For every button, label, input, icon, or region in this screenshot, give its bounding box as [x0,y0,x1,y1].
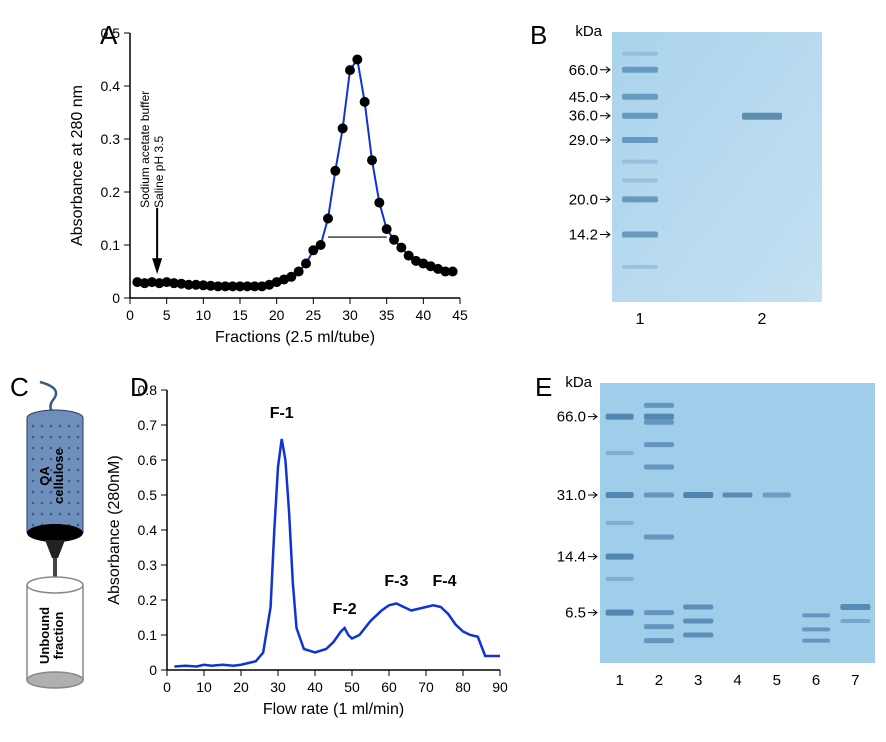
svg-text:80: 80 [455,679,471,695]
svg-text:kDa: kDa [575,23,602,40]
svg-text:Sodium acetate buffer: Sodium acetate buffer [138,91,152,208]
svg-text:1: 1 [636,311,645,328]
svg-text:0: 0 [149,662,157,678]
svg-text:Unbound: Unbound [37,607,52,664]
svg-text:4: 4 [733,672,741,689]
panel-a-chart: 0 5 10 15 20 25 30 35 40 45 0 0.1 0.2 0.3 0.4 0.5 Fracti… [55,8,475,348]
svg-text:20.0: 20.0 [569,191,598,208]
svg-text:F-4: F-4 [433,573,457,590]
svg-text:10: 10 [196,307,212,323]
svg-text:30: 30 [342,307,358,323]
svg-text:0.6: 0.6 [138,452,158,468]
svg-text:14.4: 14.4 [557,549,586,566]
svg-text:0.3: 0.3 [138,557,158,573]
svg-text:0.2: 0.2 [138,592,158,608]
svg-text:5: 5 [773,672,781,689]
svg-text:50: 50 [344,679,360,695]
svg-text:Fractions (2.5 ml/tube): Fractions (2.5 ml/tube) [215,329,375,346]
svg-text:66.0: 66.0 [557,409,586,426]
svg-text:0.4: 0.4 [101,78,121,94]
svg-text:30: 30 [270,679,286,695]
svg-text:0: 0 [126,307,134,323]
svg-text:45: 45 [452,307,468,323]
svg-text:cellulose: cellulose [51,448,66,504]
svg-text:0.3: 0.3 [101,131,121,147]
svg-text:Absorbance (280nM): Absorbance (280nM) [106,455,123,604]
svg-text:F-3: F-3 [384,573,408,590]
svg-text:20: 20 [269,307,285,323]
svg-text:15: 15 [232,307,248,323]
svg-text:QA: QA [37,466,52,486]
svg-text:2: 2 [655,672,663,689]
svg-text:0.4: 0.4 [138,522,158,538]
svg-text:70: 70 [418,679,434,695]
svg-text:0.2: 0.2 [101,184,121,200]
svg-text:0.5: 0.5 [138,487,158,503]
svg-text:6.5: 6.5 [565,605,586,622]
svg-text:90: 90 [492,679,508,695]
svg-text:20: 20 [233,679,249,695]
svg-text:35: 35 [379,307,395,323]
svg-text:6: 6 [812,672,820,689]
svg-text:14.2: 14.2 [569,227,598,244]
svg-text:0: 0 [112,290,120,306]
svg-text:F-1: F-1 [270,405,294,422]
svg-text:fraction: fraction [51,612,66,660]
panel-c-diagram: QAcellulose Unboundfraction [0,380,110,720]
svg-text:Saline pH 3.5: Saline pH 3.5 [152,136,166,208]
svg-text:31.0: 31.0 [557,487,586,504]
svg-text:kDa: kDa [565,375,592,391]
svg-text:40: 40 [416,307,432,323]
svg-text:45.0: 45.0 [569,89,598,106]
svg-text:36.0: 36.0 [569,108,598,125]
panel-e-gel: kDa 66.0 31.0 14.4 6.5 1 2 3 4 5 6 7 [540,375,885,715]
svg-text:0: 0 [163,679,171,695]
svg-text:Absorbance at 280 nm: Absorbance at 280 nm [69,85,86,246]
svg-text:3: 3 [694,672,702,689]
svg-text:25: 25 [306,307,322,323]
svg-text:40: 40 [307,679,323,695]
svg-text:0.5: 0.5 [101,25,121,41]
svg-text:1: 1 [615,672,623,689]
svg-text:60: 60 [381,679,397,695]
svg-text:0.1: 0.1 [101,237,121,253]
svg-text:0.7: 0.7 [138,417,158,433]
panel-d-chart: 0 10 20 30 40 50 60 70 80 90 0 0.1 0.2 0.3 0.4 0.5 0.6 0.… [95,370,515,720]
svg-text:5: 5 [163,307,171,323]
svg-text:66.0: 66.0 [569,62,598,79]
svg-text:F-2: F-2 [333,601,357,618]
panel-b-gel: kDa 66.0 45.0 36.0 29.0 20.0 14.2 1 2 [540,20,860,350]
svg-text:0.8: 0.8 [138,382,158,398]
svg-text:7: 7 [851,672,859,689]
svg-text:10: 10 [196,679,212,695]
svg-text:29.0: 29.0 [569,132,598,149]
svg-text:0.1: 0.1 [138,627,158,643]
svg-text:2: 2 [758,311,767,328]
svg-text:Flow rate (1 ml/min): Flow rate (1 ml/min) [263,701,404,718]
